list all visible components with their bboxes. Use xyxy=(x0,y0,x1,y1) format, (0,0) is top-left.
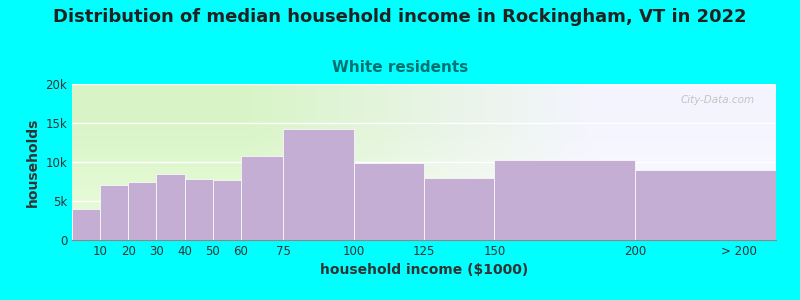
Bar xyxy=(424,178,494,240)
Bar xyxy=(72,209,100,240)
X-axis label: household income ($1000): household income ($1000) xyxy=(320,263,528,278)
Bar xyxy=(157,174,185,240)
Text: Distribution of median household income in Rockingham, VT in 2022: Distribution of median household income … xyxy=(53,8,747,26)
Bar xyxy=(185,179,213,240)
Bar xyxy=(283,129,354,240)
Bar xyxy=(213,180,241,240)
Bar xyxy=(128,182,157,240)
Text: White residents: White residents xyxy=(332,60,468,75)
Bar xyxy=(100,185,128,240)
Bar xyxy=(494,160,635,240)
Text: City-Data.com: City-Data.com xyxy=(681,95,755,105)
Bar xyxy=(635,170,776,240)
Bar xyxy=(241,156,283,240)
Y-axis label: households: households xyxy=(26,117,40,207)
Bar xyxy=(354,163,424,240)
